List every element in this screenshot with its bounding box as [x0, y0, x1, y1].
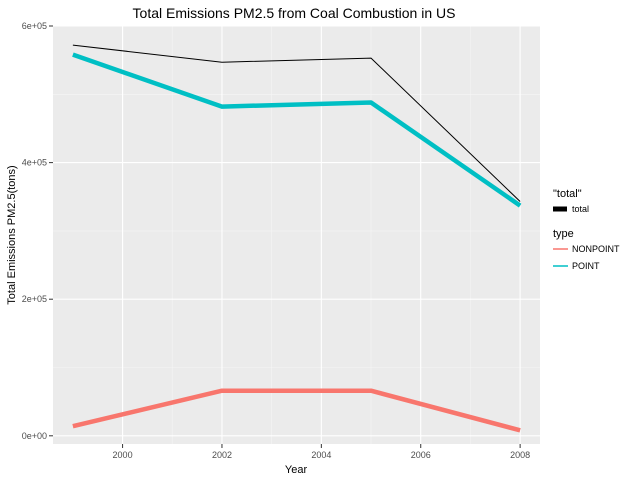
chart-title: Total Emissions PM2.5 from Coal Combusti…: [133, 5, 456, 21]
legend-label: NONPOINT: [572, 244, 620, 254]
y-tick-label: 4e+05: [22, 158, 47, 168]
series-line-point: [72, 52, 522, 208]
x-tick-label: 2002: [212, 450, 232, 460]
series-line-nonpoint: [72, 388, 521, 433]
x-axis: 2000 2002 2004 2006 2008: [113, 444, 530, 460]
x-tick-label: 2000: [113, 450, 133, 460]
legend-label: POINT: [572, 261, 600, 271]
x-tick-label: 2004: [311, 450, 331, 460]
x-tick-label: 2008: [510, 450, 530, 460]
y-axis-title: Total Emissions PM2.5(tons): [6, 165, 18, 304]
y-tick-label: 6e+05: [22, 21, 47, 31]
series-line-total: [72, 44, 521, 202]
legend-title: "total": [553, 188, 582, 200]
x-axis-title: Year: [285, 464, 308, 476]
y-axis: 0e+00 2e+05 4e+05 6e+05: [22, 21, 53, 441]
legend-key-total: [553, 206, 567, 212]
legend: "total" total type NONPOINT POINT: [553, 188, 620, 271]
y-tick-label: 0e+00: [22, 431, 47, 441]
plot-panel: [53, 26, 540, 444]
grid-minor: [53, 26, 540, 444]
series-layer: [72, 44, 522, 433]
x-tick-label: 2006: [411, 450, 431, 460]
legend-title: type: [553, 228, 574, 240]
legend-label: total: [572, 204, 589, 214]
y-tick-label: 2e+05: [22, 294, 47, 304]
